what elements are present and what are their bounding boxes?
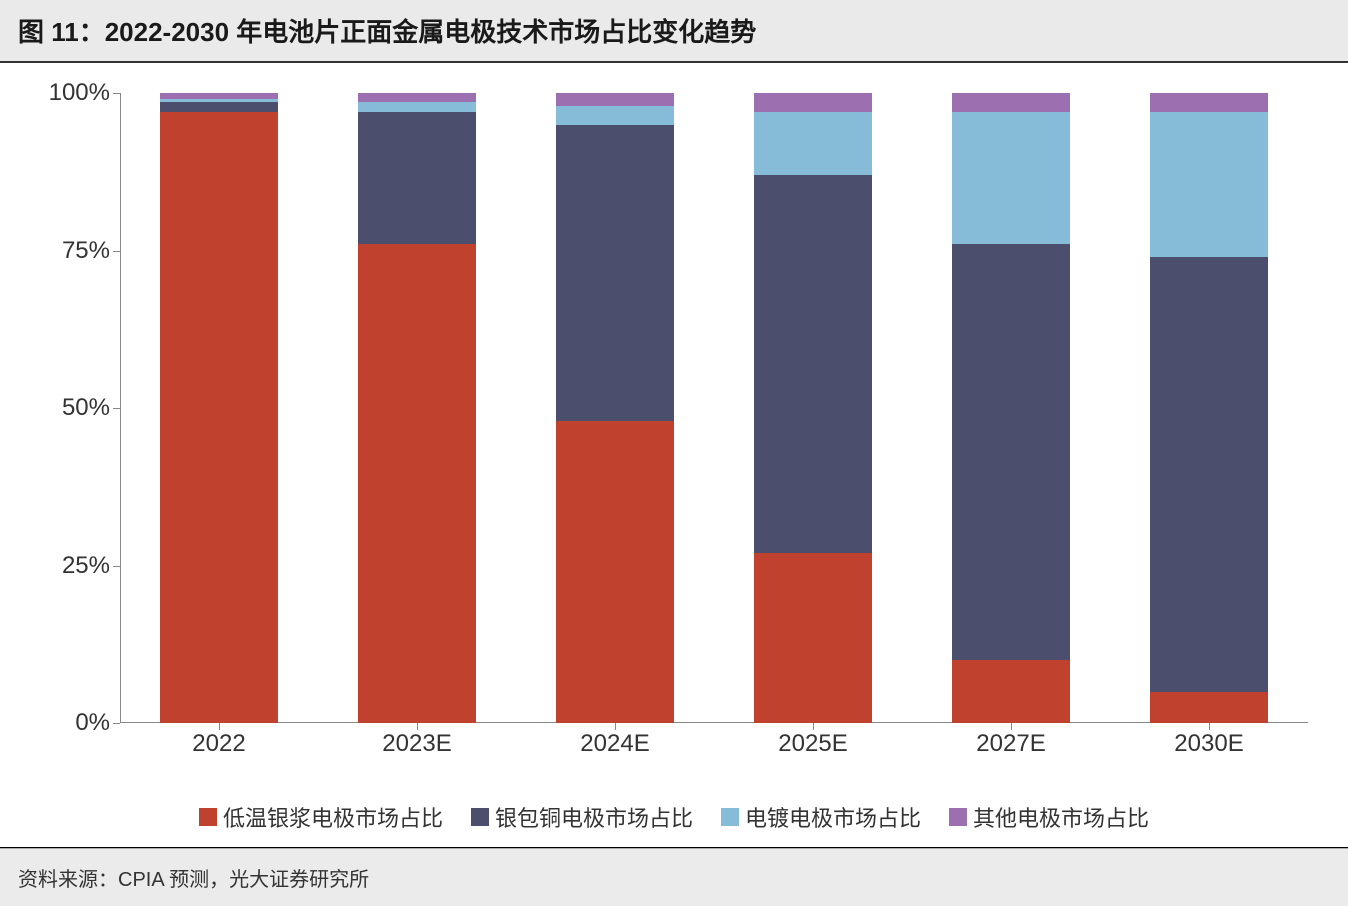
bar-segment-low_temp_silver [754,553,873,723]
bar-segment-electroplated [754,112,873,175]
legend-swatch [471,808,489,826]
x-tick-mark [1209,723,1210,730]
y-tick-mark [113,723,120,724]
bar-segment-silver_copper [754,175,873,553]
x-tick-mark [1011,723,1012,730]
y-tick-mark [113,93,120,94]
bars-row [120,93,1308,723]
bar-segment-low_temp_silver [358,244,477,723]
bar-segment-electroplated [556,106,675,125]
bar-segment-low_temp_silver [1150,692,1269,724]
bar-segment-silver_copper [160,102,279,111]
bar-segment-silver_copper [358,112,477,244]
title-bar: 图 11：2022-2030 年电池片正面金属电极技术市场占比变化趋势 [0,0,1348,63]
x-tick-mark [417,723,418,730]
bar-segment-silver_copper [952,244,1071,660]
y-tick-mark [113,566,120,567]
x-tick-label: 2023E [382,730,451,758]
source-text: 资料来源：CPIA 预测，光大证券研究所 [18,869,369,891]
bar-column [754,93,873,723]
bar-segment-electroplated [1150,112,1269,257]
bar-segment-other [754,93,873,112]
bar-segment-other [358,93,477,102]
y-tick-label: 25% [40,552,110,580]
bar-segment-low_temp_silver [952,660,1071,723]
y-tick-label: 0% [40,709,110,737]
bar-column [952,93,1071,723]
chart-legend: 低温银浆电极市场占比 银包铜电极市场占比 电镀电极市场占比 其他电极市场占比 [0,783,1348,847]
legend-label: 低温银浆电极市场占比 [223,801,443,833]
bar-column [358,93,477,723]
bar-segment-silver_copper [1150,257,1269,692]
bar-segment-low_temp_silver [160,112,279,723]
chart-title: 图 11：2022-2030 年电池片正面金属电极技术市场占比变化趋势 [18,12,1330,49]
legend-swatch [721,808,739,826]
bar-segment-other [556,93,675,106]
y-tick-mark [113,408,120,409]
y-tick-label: 75% [40,237,110,265]
bar-column [160,93,279,723]
x-tick-label: 2030E [1174,730,1243,758]
bar-segment-electroplated [358,102,477,111]
x-tick-label: 2027E [976,730,1045,758]
bar-column [556,93,675,723]
y-tick-mark [113,251,120,252]
legend-item: 其他电极市场占比 [949,801,1149,833]
bar-segment-other [1150,93,1269,112]
source-bar: 资料来源：CPIA 预测，光大证券研究所 [0,848,1348,906]
legend-label: 其他电极市场占比 [973,801,1149,833]
bar-segment-other [952,93,1071,112]
x-tick-label: 2022 [192,730,245,758]
legend-item: 银包铜电极市场占比 [471,801,693,833]
y-tick-label: 100% [40,79,110,107]
legend-label: 银包铜电极市场占比 [495,801,693,833]
bar-segment-low_temp_silver [556,421,675,723]
legend-item: 低温银浆电极市场占比 [199,801,443,833]
x-tick-label: 2025E [778,730,847,758]
legend-label: 电镀电极市场占比 [745,801,921,833]
x-tick-label: 2024E [580,730,649,758]
bar-column [1150,93,1269,723]
x-tick-mark [813,723,814,730]
x-tick-mark [615,723,616,730]
bar-segment-electroplated [952,112,1071,244]
legend-swatch [949,808,967,826]
plot-area: 20222023E2024E2025E2027E2030E [120,93,1308,723]
x-tick-mark [219,723,220,730]
bar-segment-silver_copper [556,125,675,421]
chart-container: 20222023E2024E2025E2027E2030E 0%25%50%75… [0,63,1348,783]
legend-swatch [199,808,217,826]
y-tick-label: 50% [40,394,110,422]
legend-item: 电镀电极市场占比 [721,801,921,833]
